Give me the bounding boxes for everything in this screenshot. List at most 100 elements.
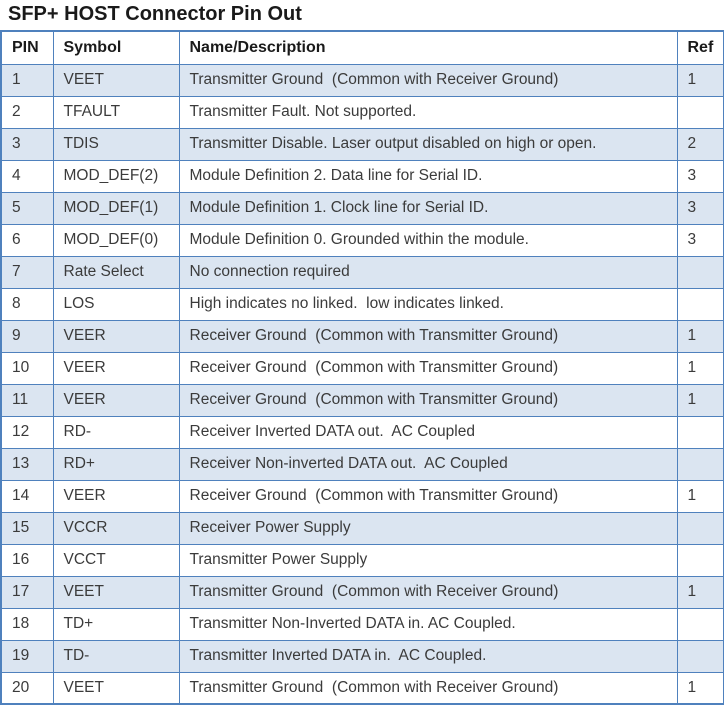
pin-cell: 17 [0, 575, 54, 609]
ref-cell: 1 [676, 671, 724, 705]
symbol-cell: MOD_DEF(0) [52, 223, 180, 257]
pin-cell: 6 [0, 223, 54, 257]
description-cell: Receiver Inverted DATA out. AC Coupled [178, 415, 678, 449]
description-cell: Transmitter Ground (Common with Receiver… [178, 671, 678, 705]
table-row: 4 MOD_DEF(2) Module Definition 2. Data lin… [0, 159, 724, 193]
table-row: 20 VEET Transmitter Ground (Common with Re… [0, 671, 724, 705]
table-row: 19 TD- Transmitter Inverted DATA in. AC Co… [0, 639, 724, 673]
page-title: SFP+ HOST Connector Pin Out [8, 3, 302, 25]
table-row: 18 TD+ Transmitter Non-Inverted DATA in. A… [0, 607, 724, 641]
ref-cell: 3 [676, 223, 724, 257]
ref-cell [676, 511, 724, 545]
table-row: 5 MOD_DEF(1) Module Definition 1. Clock li… [0, 191, 724, 225]
table-row: 9 VEER Receiver Ground (Common with Transm… [0, 319, 724, 353]
pin-cell: 3 [0, 127, 54, 161]
description-cell: Transmitter Disable. Laser output disabl… [178, 127, 678, 161]
description-cell: Transmitter Power Supply [178, 543, 678, 577]
description-cell: Module Definition 2. Data line for Seria… [178, 159, 678, 193]
symbol-cell: RD- [52, 415, 180, 449]
symbol-cell: MOD_DEF(1) [52, 191, 180, 225]
table-row: 16 VCCT Transmitter Power Supply [0, 543, 724, 577]
table-row: 10 VEER Receiver Ground (Common with Trans… [0, 351, 724, 385]
pin-cell: 7 [0, 255, 54, 289]
ref-cell [676, 415, 724, 449]
symbol-cell: VEER [52, 351, 180, 385]
symbol-cell: LOS [52, 287, 180, 321]
table-row: 3 TDIS Transmitter Disable. Laser output d… [0, 127, 724, 161]
pin-cell: 20 [0, 671, 54, 705]
description-cell: Transmitter Ground (Common with Receiver… [178, 575, 678, 609]
ref-cell: 1 [676, 351, 724, 385]
table-row: 15 VCCR Receiver Power Supply [0, 511, 724, 545]
table-row: 17 VEET Transmitter Ground (Common with Re… [0, 575, 724, 609]
ref-cell: 3 [676, 191, 724, 225]
symbol-cell: VEET [52, 63, 180, 97]
description-cell: Receiver Ground (Common with Transmitter… [178, 479, 678, 513]
symbol-cell: VEER [52, 383, 180, 417]
symbol-cell: VCCR [52, 511, 180, 545]
table-row: 12 RD- Receiver Inverted DATA out. AC Coup… [0, 415, 724, 449]
column-header-pin: PIN [0, 30, 54, 65]
pin-cell: 13 [0, 447, 54, 481]
pin-cell: 8 [0, 287, 54, 321]
table-row: 8 LOS High indicates no linked. low indica… [0, 287, 724, 321]
table-row: 1 VEET Transmitter Ground (Common with Rec… [0, 63, 724, 97]
pin-cell: 9 [0, 319, 54, 353]
pinout-table-body: 1 VEET Transmitter Ground (Common with Rec… [0, 63, 724, 705]
table-row: 2 TFAULT Transmitter Fault. Not supported. [0, 95, 724, 129]
ref-cell [676, 95, 724, 129]
pin-cell: 18 [0, 607, 54, 641]
header-row: PIN Symbol Name/Description Ref [0, 30, 724, 65]
description-cell: Transmitter Inverted DATA in. AC Coupled… [178, 639, 678, 673]
table-row: 7 Rate Select No connection required [0, 255, 724, 289]
pinout-table-header: PIN Symbol Name/Description Ref [0, 30, 724, 65]
pin-cell: 5 [0, 191, 54, 225]
symbol-cell: MOD_DEF(2) [52, 159, 180, 193]
description-cell: Receiver Power Supply [178, 511, 678, 545]
description-cell: Transmitter Fault. Not supported. [178, 95, 678, 129]
pin-cell: 12 [0, 415, 54, 449]
symbol-cell: TD- [52, 639, 180, 673]
pin-cell: 16 [0, 543, 54, 577]
ref-cell: 1 [676, 575, 724, 609]
ref-cell: 2 [676, 127, 724, 161]
pinout-table: PIN Symbol Name/Description Ref 1 VEET Tra… [0, 30, 724, 705]
ref-cell: 1 [676, 319, 724, 353]
symbol-cell: TDIS [52, 127, 180, 161]
description-cell: Receiver Ground (Common with Transmitter… [178, 383, 678, 417]
description-cell: High indicates no linked. low indicates … [178, 287, 678, 321]
pin-cell: 1 [0, 63, 54, 97]
ref-cell [676, 607, 724, 641]
description-cell: Transmitter Ground (Common with Receiver… [178, 63, 678, 97]
column-header-description: Name/Description [178, 30, 678, 65]
ref-cell [676, 543, 724, 577]
description-cell: No connection required [178, 255, 678, 289]
description-cell: Module Definition 1. Clock line for Seri… [178, 191, 678, 225]
ref-cell: 3 [676, 159, 724, 193]
pin-cell: 19 [0, 639, 54, 673]
description-cell: Receiver Ground (Common with Transmitter… [178, 319, 678, 353]
symbol-cell: VCCT [52, 543, 180, 577]
column-header-symbol: Symbol [52, 30, 180, 65]
pin-cell: 2 [0, 95, 54, 129]
table-row: 6 MOD_DEF(0) Module Definition 0. Grounded… [0, 223, 724, 257]
symbol-cell: TD+ [52, 607, 180, 641]
description-cell: Module Definition 0. Grounded within the… [178, 223, 678, 257]
description-cell: Transmitter Non-Inverted DATA in. AC Cou… [178, 607, 678, 641]
symbol-cell: TFAULT [52, 95, 180, 129]
pin-cell: 14 [0, 479, 54, 513]
ref-cell [676, 447, 724, 481]
symbol-cell: Rate Select [52, 255, 180, 289]
description-cell: Receiver Ground (Common with Transmitter… [178, 351, 678, 385]
description-cell: Receiver Non-inverted DATA out. AC Coupl… [178, 447, 678, 481]
symbol-cell: VEET [52, 575, 180, 609]
pin-cell: 4 [0, 159, 54, 193]
ref-cell [676, 287, 724, 321]
pin-cell: 11 [0, 383, 54, 417]
ref-cell [676, 639, 724, 673]
pin-cell: 10 [0, 351, 54, 385]
ref-cell [676, 255, 724, 289]
table-row: 13 RD+ Receiver Non-inverted DATA out. AC … [0, 447, 724, 481]
pin-cell: 15 [0, 511, 54, 545]
symbol-cell: VEER [52, 319, 180, 353]
